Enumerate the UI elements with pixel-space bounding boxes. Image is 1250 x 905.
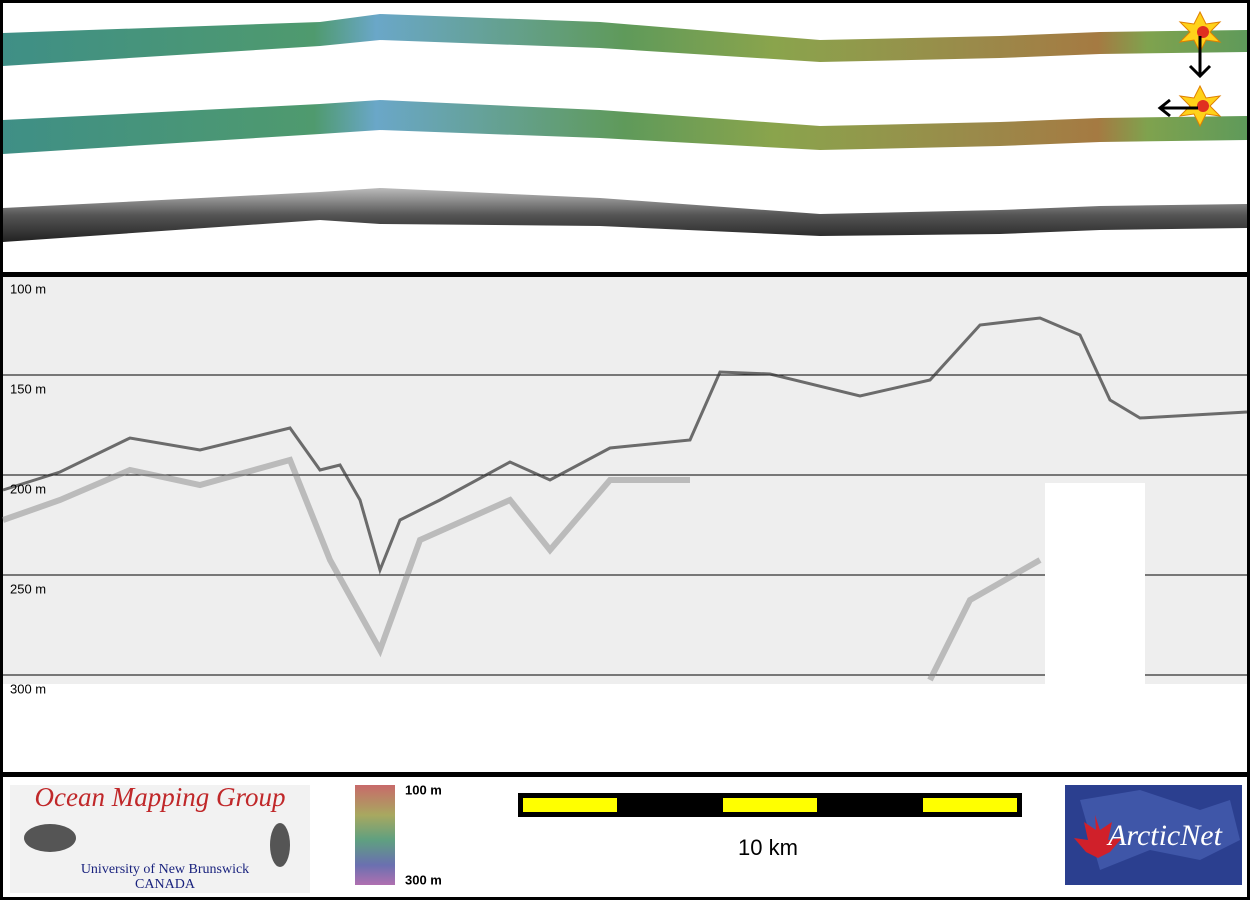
logo-title: ArcticNet: [1106, 819, 1223, 852]
grid: [3, 374, 1247, 676]
scale-bar: [518, 793, 1022, 817]
bathymetry-swath: [3, 100, 1247, 154]
seabed-echo: [2, 316, 1248, 575]
backscatter-swath: [3, 188, 1247, 242]
depth-label: 150 m: [10, 381, 46, 396]
separator: [0, 772, 1250, 777]
data-gap: [1045, 483, 1145, 684]
depth-label: 300 m: [10, 681, 46, 696]
bathymetry-swath: [3, 14, 1247, 66]
omg-logo: Ocean Mapping Group University of New Br…: [10, 782, 310, 893]
depth-label: 250 m: [10, 581, 46, 596]
logo-text: CANADA: [135, 877, 196, 892]
scale-label: 10 km: [738, 835, 798, 860]
colorbar: [355, 785, 395, 885]
logo-title: Ocean Mapping Group: [35, 782, 286, 812]
sub-bottom-echo: [2, 456, 1042, 682]
colorbar-label: 100 m: [405, 782, 442, 797]
logo-text: University of New Brunswick: [81, 862, 249, 877]
arcticnet-logo: ArcticNet: [1065, 785, 1242, 885]
separator: [0, 272, 1250, 277]
depth-label: 100 m: [10, 281, 46, 296]
colorbar-label: 300 m: [405, 872, 442, 887]
ship-icon: [1157, 10, 1222, 128]
depth-label: 200 m: [10, 481, 46, 496]
